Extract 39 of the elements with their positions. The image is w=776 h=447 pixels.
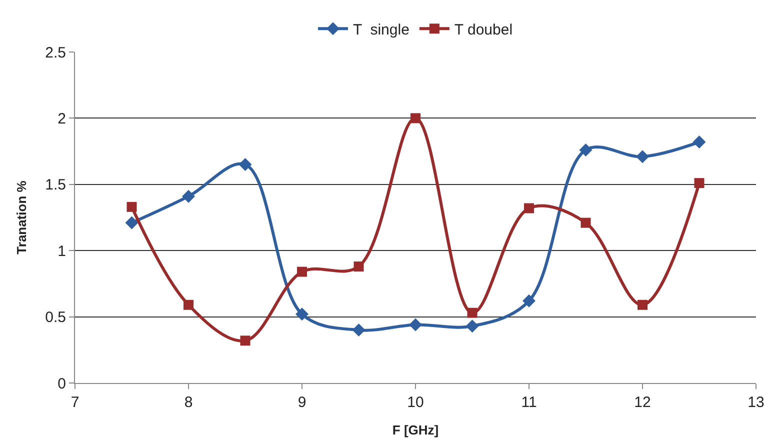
y-tick-label: 2.5 xyxy=(45,44,66,62)
x-tick-label: 12 xyxy=(634,394,651,411)
legend-label: T doubel xyxy=(454,21,513,38)
point xyxy=(579,143,592,156)
point xyxy=(409,318,422,332)
x-tick-label: 11 xyxy=(521,394,537,411)
point xyxy=(636,150,649,164)
point xyxy=(466,320,479,333)
point xyxy=(297,266,307,277)
point xyxy=(126,202,137,212)
point xyxy=(410,113,420,124)
x-tick-label: 9 xyxy=(298,394,306,411)
y-tick-label: 0.5 xyxy=(45,309,66,326)
x-tick-label: 13 xyxy=(748,394,764,411)
y-tick-label: 2 xyxy=(58,110,66,128)
point xyxy=(125,216,138,230)
point xyxy=(580,218,591,228)
x-tick-label: 10 xyxy=(407,394,424,411)
point xyxy=(694,178,704,188)
x-tick-label: 7 xyxy=(70,394,80,411)
y-tick-label: 1 xyxy=(58,242,66,260)
point xyxy=(692,136,706,149)
y-tick-label: 0 xyxy=(58,375,66,392)
point xyxy=(638,300,648,310)
point xyxy=(296,308,308,321)
point xyxy=(352,324,366,337)
point xyxy=(467,308,478,318)
point xyxy=(354,261,364,272)
legend-label: T single xyxy=(353,21,410,38)
point xyxy=(524,203,534,214)
x-axis-title: F [GHz] xyxy=(392,422,439,438)
point xyxy=(182,190,195,203)
point xyxy=(240,336,250,346)
point xyxy=(184,300,194,310)
y-tick-label: 1.5 xyxy=(45,176,66,194)
point xyxy=(238,158,252,172)
y-axis-title: Tranation % xyxy=(14,180,30,254)
x-tick-label: 8 xyxy=(184,394,193,411)
point xyxy=(522,294,536,308)
